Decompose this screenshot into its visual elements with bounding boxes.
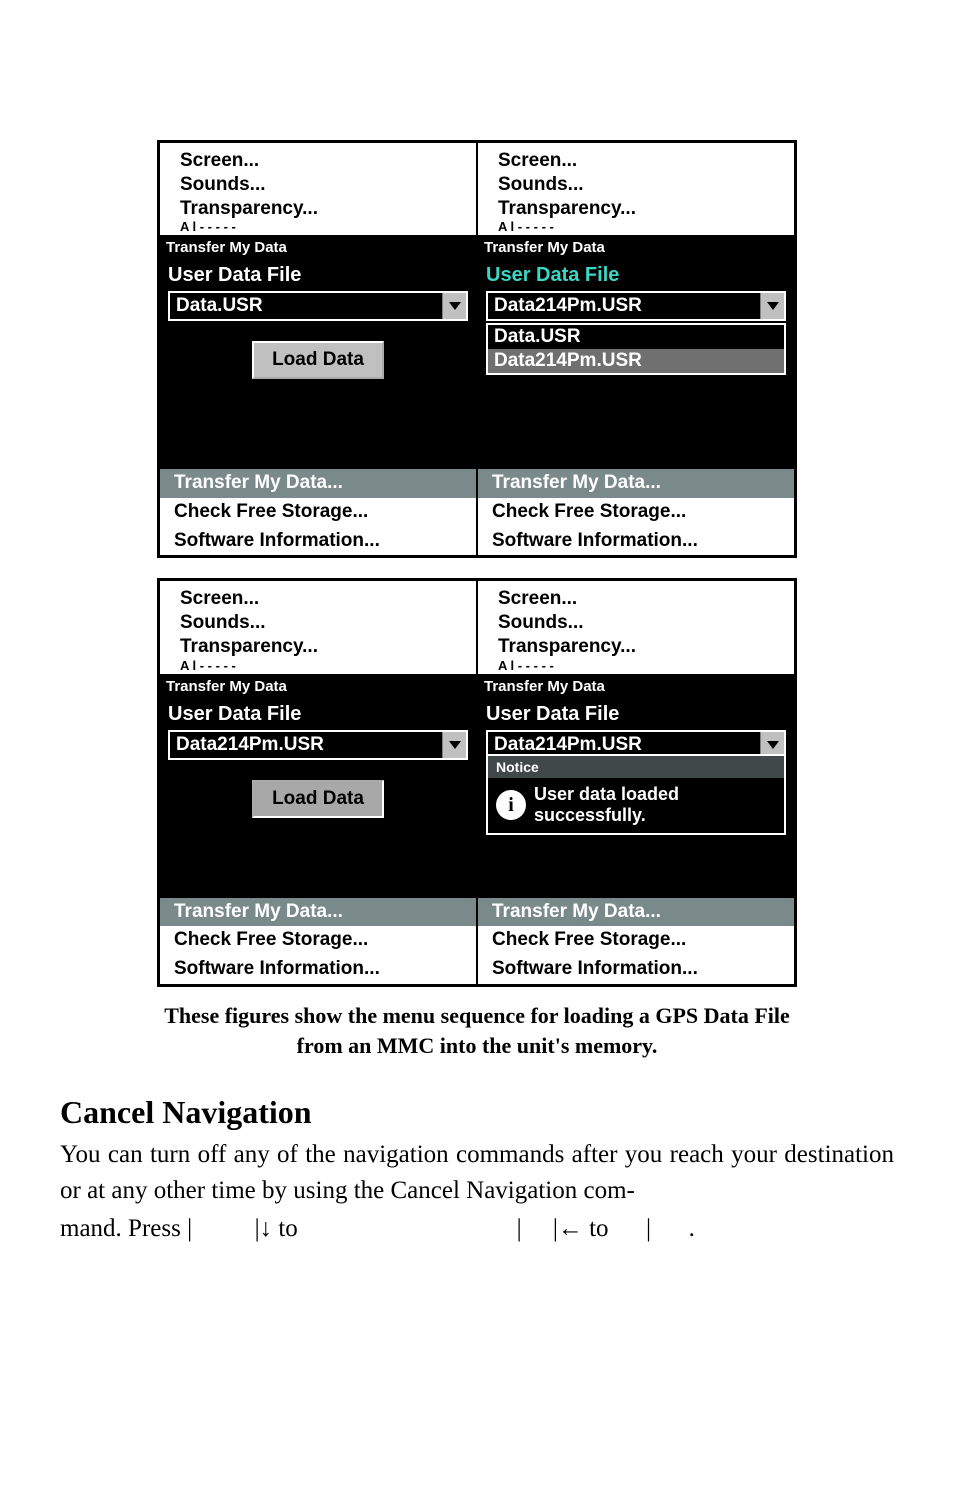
load-data-button-pressed[interactable]: Load Data: [252, 780, 384, 818]
section-heading: Cancel Navigation: [60, 1094, 894, 1131]
pane-4: Screen... Sounds... Transparency... A l …: [477, 580, 795, 984]
menu-check-free-storage[interactable]: Check Free Storage...: [160, 498, 476, 527]
panel-heading: User Data File: [160, 262, 476, 289]
menu-check-free-storage[interactable]: Check Free Storage...: [478, 926, 794, 955]
menu-item-sounds[interactable]: Sounds...: [498, 611, 784, 635]
transfer-panel: Transfer My Data User Data File Data214P…: [478, 674, 794, 898]
menu-item-screen[interactable]: Screen...: [180, 587, 466, 611]
menu-software-information[interactable]: Software Information...: [478, 527, 794, 556]
menu-check-free-storage[interactable]: Check Free Storage...: [478, 498, 794, 527]
dropdown-value: Data.USR: [170, 293, 442, 319]
load-data-button[interactable]: Load Data: [252, 341, 384, 379]
menu-item-sounds[interactable]: Sounds...: [180, 611, 466, 635]
figures-row-1: Screen... Sounds... Transparency... A l …: [157, 140, 797, 558]
menu-item-clipped: A l - - - - -: [498, 659, 784, 672]
menu-item-screen[interactable]: Screen...: [498, 587, 784, 611]
figures-row-2: Screen... Sounds... Transparency... A l …: [157, 578, 797, 986]
menu-item-clipped: A l - - - - -: [498, 220, 784, 233]
menu-top: Screen... Sounds... Transparency... A l …: [160, 143, 476, 235]
menu-transfer-my-data[interactable]: Transfer My Data...: [478, 898, 794, 927]
menu-item-transparency[interactable]: Transparency...: [498, 635, 784, 659]
body-paragraph-row: mand. Press | | ↓ to | | ← to | .: [60, 1210, 894, 1247]
pane-3: Screen... Sounds... Transparency... A l …: [159, 580, 477, 984]
dropdown-value: Data214Pm.USR: [170, 732, 442, 758]
menu-item-clipped: A l - - - - -: [180, 659, 466, 672]
panel-heading: User Data File: [478, 701, 794, 728]
panel-title: Transfer My Data: [478, 235, 794, 262]
file-dropdown[interactable]: Data214Pm.USR: [168, 730, 468, 760]
transfer-panel: Transfer My Data User Data File Data.USR…: [160, 235, 476, 469]
menu-item-screen[interactable]: Screen...: [498, 149, 784, 173]
menu-check-free-storage[interactable]: Check Free Storage...: [160, 926, 476, 955]
menu-item-sounds[interactable]: Sounds...: [180, 173, 466, 197]
panel-heading: User Data File: [478, 262, 794, 289]
notice-title: Notice: [488, 756, 784, 778]
transfer-panel: Transfer My Data User Data File Data214P…: [478, 235, 794, 469]
menu-top: Screen... Sounds... Transparency... A l …: [160, 581, 476, 673]
arrow-down-icon: ↓: [260, 1210, 273, 1246]
menu-transfer-my-data[interactable]: Transfer My Data...: [160, 469, 476, 498]
figure-caption: These figures show the menu sequence for…: [67, 1001, 887, 1063]
file-dropdown[interactable]: Data.USR: [168, 291, 468, 321]
pane-2: Screen... Sounds... Transparency... A l …: [477, 142, 795, 556]
panel-title: Transfer My Data: [160, 235, 476, 262]
panel-heading: User Data File: [160, 701, 476, 728]
menu-item-transparency[interactable]: Transparency...: [498, 197, 784, 221]
menu-item-transparency[interactable]: Transparency...: [180, 635, 466, 659]
menu-transfer-my-data[interactable]: Transfer My Data...: [478, 469, 794, 498]
chevron-down-icon[interactable]: [442, 732, 466, 758]
menu-item-sounds[interactable]: Sounds...: [498, 173, 784, 197]
chevron-down-icon[interactable]: [442, 293, 466, 319]
panel-title: Transfer My Data: [478, 674, 794, 701]
menu-software-information[interactable]: Software Information...: [160, 955, 476, 984]
info-icon: i: [496, 790, 526, 820]
dropdown-option[interactable]: Data.USR: [488, 325, 784, 349]
menu-item-screen[interactable]: Screen...: [180, 149, 466, 173]
menu-software-information[interactable]: Software Information...: [478, 955, 794, 984]
menu-top: Screen... Sounds... Transparency... A l …: [478, 143, 794, 235]
arrow-left-icon: ←: [558, 1210, 583, 1246]
pane-1: Screen... Sounds... Transparency... A l …: [159, 142, 477, 556]
dropdown-option-selected[interactable]: Data214Pm.USR: [488, 349, 784, 373]
panel-title: Transfer My Data: [160, 674, 476, 701]
menu-top: Screen... Sounds... Transparency... A l …: [478, 581, 794, 673]
file-dropdown[interactable]: Data214Pm.USR: [486, 291, 786, 321]
menu-bottom: Transfer My Data... Check Free Storage..…: [478, 469, 794, 555]
body-paragraph: You can turn off any of the navigation c…: [60, 1137, 894, 1210]
menu-bottom: Transfer My Data... Check Free Storage..…: [160, 898, 476, 984]
menu-item-transparency[interactable]: Transparency...: [180, 197, 466, 221]
dropdown-list: Data.USR Data214Pm.USR: [486, 323, 786, 375]
notice-dialog: Notice i User data loaded successfully.: [486, 754, 786, 835]
menu-bottom: Transfer My Data... Check Free Storage..…: [478, 898, 794, 984]
notice-text: User data loaded successfully.: [534, 784, 679, 827]
menu-software-information[interactable]: Software Information...: [160, 527, 476, 556]
transfer-panel: Transfer My Data User Data File Data214P…: [160, 674, 476, 898]
menu-transfer-my-data[interactable]: Transfer My Data...: [160, 898, 476, 927]
dropdown-value: Data214Pm.USR: [488, 293, 760, 319]
menu-bottom: Transfer My Data... Check Free Storage..…: [160, 469, 476, 555]
chevron-down-icon[interactable]: [760, 293, 784, 319]
menu-item-clipped: A l - - - - -: [180, 220, 466, 233]
